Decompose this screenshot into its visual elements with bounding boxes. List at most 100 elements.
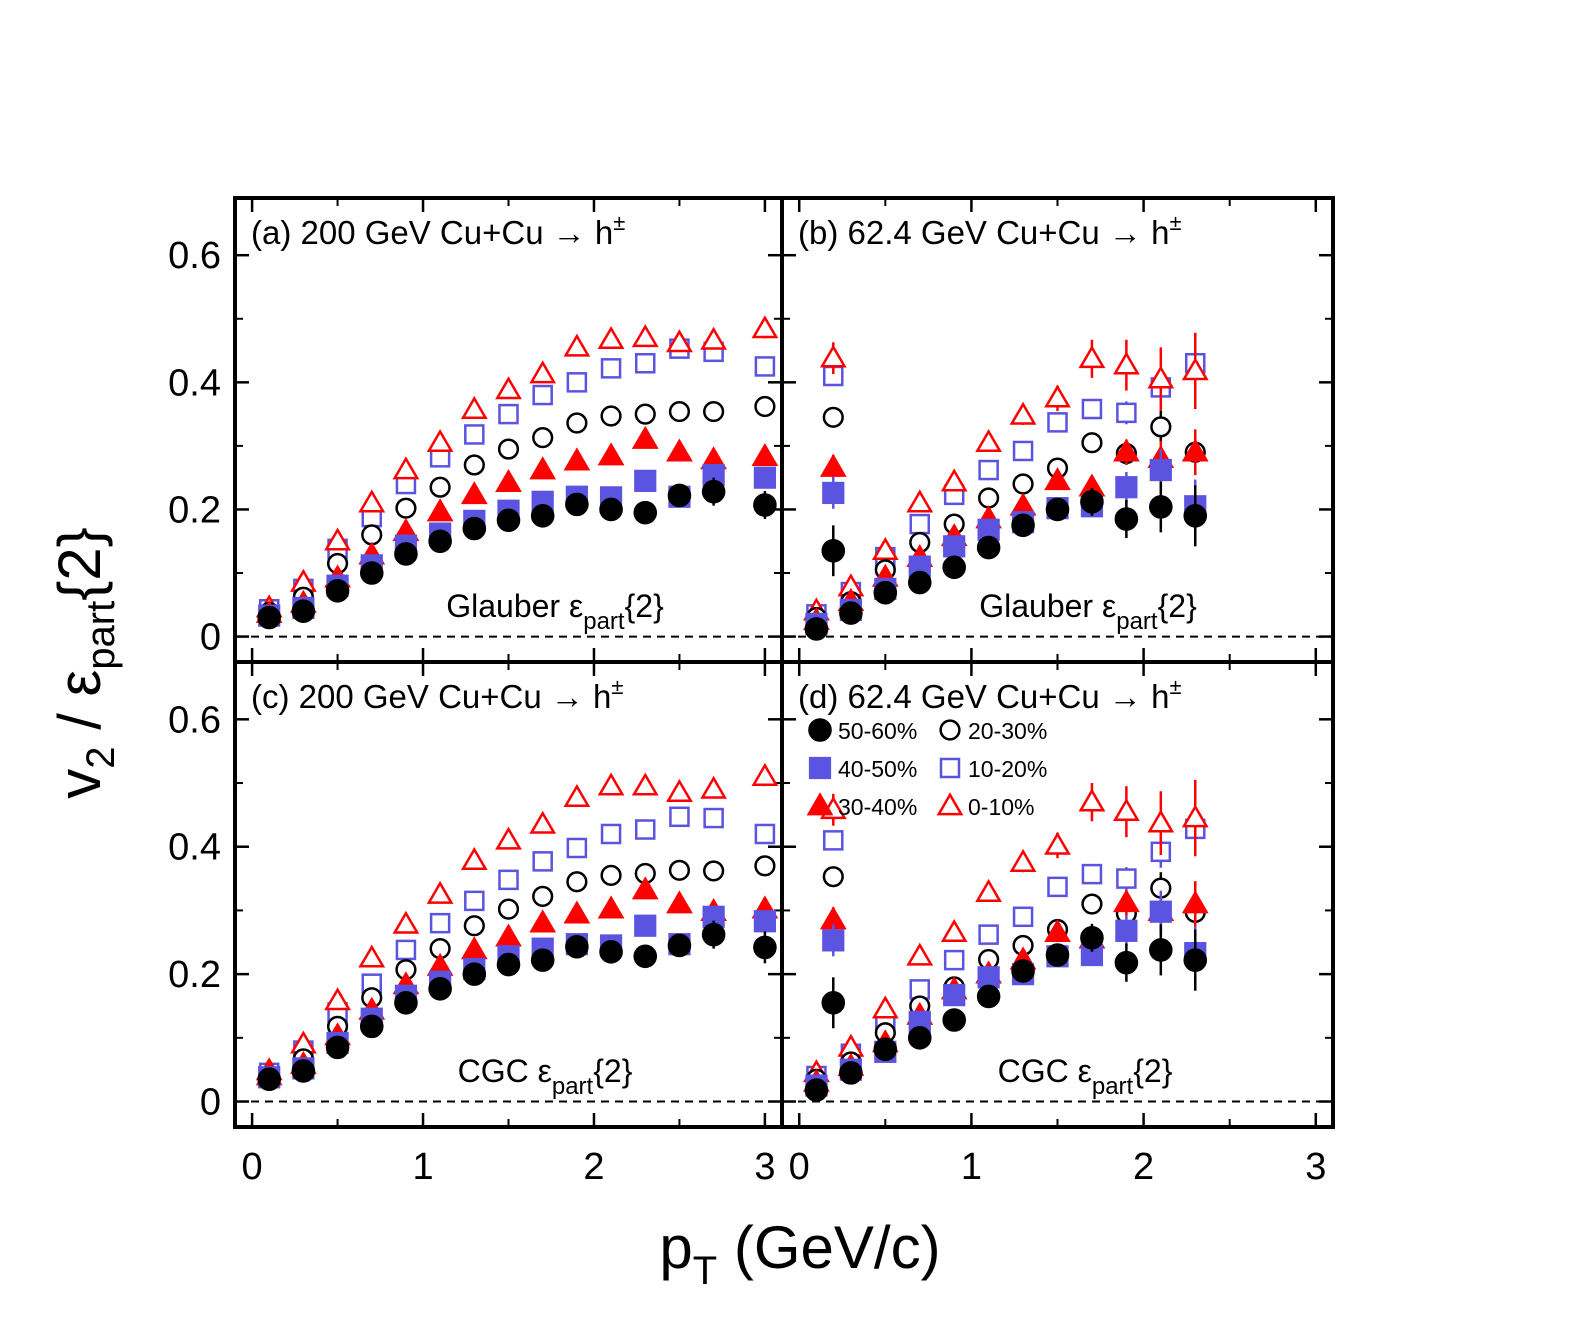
data-point [291, 599, 316, 623]
data-point [599, 497, 623, 522]
data-point [703, 807, 724, 829]
legend-marker [936, 792, 964, 816]
data-point [942, 1008, 966, 1032]
y-tick-label: 0 [200, 1082, 221, 1124]
data-point [822, 866, 844, 888]
data-point [942, 555, 966, 580]
data-point [703, 860, 725, 882]
data-point [700, 775, 727, 799]
data-point [822, 481, 845, 505]
data-point [907, 1026, 932, 1050]
legend-marker [939, 719, 961, 741]
data-point [358, 489, 386, 513]
series-50-60pct [804, 923, 1208, 1102]
data-point [1147, 809, 1175, 833]
data-point [597, 895, 625, 919]
data-point [804, 617, 829, 641]
data-point [497, 898, 520, 920]
data-point [460, 481, 488, 505]
data-point [532, 885, 554, 908]
data-point [257, 1067, 281, 1092]
data-point [940, 919, 968, 943]
data-point [839, 601, 863, 625]
data-point [563, 784, 591, 808]
data-point [839, 1061, 863, 1085]
data-point [291, 1059, 316, 1083]
data-point [532, 427, 554, 449]
data-point [1114, 507, 1139, 531]
data-point [428, 529, 452, 554]
data-point [822, 406, 844, 428]
model-label-sub: part [552, 1073, 594, 1100]
panel-title-text: (a) 200 GeV Cu+Cu → h [251, 214, 613, 251]
data-point [529, 810, 557, 834]
series-10-20pct [806, 806, 1206, 1087]
data-point [1012, 440, 1034, 462]
model-label-text: CGC ε [998, 1053, 1092, 1089]
legend-label: 50-60% [838, 718, 917, 744]
data-point [429, 912, 451, 934]
data-point [532, 851, 553, 872]
x-tick-label: 1 [961, 1146, 982, 1188]
data-point [666, 329, 693, 353]
data-point [819, 453, 847, 477]
legend-label: 0-10% [968, 794, 1034, 820]
data-point [1045, 943, 1070, 967]
data-point [873, 1037, 898, 1062]
y-tick-label: 0 [200, 617, 221, 659]
data-point [495, 469, 522, 493]
panel-a: (a) 200 GeV Cu+Cu → h± Glauber εpart{2} [235, 198, 847, 662]
y-tick-label: 0.2 [168, 954, 221, 996]
data-point [1149, 458, 1172, 482]
data-point [1078, 788, 1106, 812]
data-point [1150, 416, 1172, 438]
y-tick-label: 0.6 [168, 235, 221, 277]
data-point [906, 942, 934, 966]
y-axis-title: v2 / εpart{2} [46, 527, 123, 798]
data-point [975, 878, 1002, 902]
data-point [529, 909, 557, 933]
data-point [1113, 438, 1140, 462]
model-label: CGC εpart{2} [458, 1053, 633, 1100]
legend-label: 20-30% [968, 718, 1047, 744]
data-point [634, 403, 656, 425]
data-point [495, 923, 522, 947]
data-point [668, 400, 691, 423]
data-point [529, 360, 557, 384]
data-point [530, 504, 555, 528]
data-point [1149, 495, 1173, 519]
legend-marker [808, 756, 832, 780]
data-point [1149, 900, 1172, 923]
data-point [1149, 938, 1173, 962]
series-0-10pct [803, 779, 1209, 1083]
data-point [753, 466, 777, 489]
data-point [394, 990, 418, 1015]
panel-title-sup: ± [613, 210, 625, 235]
data-point [600, 358, 622, 379]
y-axis-title-v-sub: 2 [79, 746, 123, 768]
legend: 50-60% 20-30% 40-50% 10-20% 30-40% 0-10% [806, 718, 1047, 820]
data-point [1045, 497, 1070, 522]
data-point [978, 924, 999, 945]
data-point [754, 823, 776, 845]
data-point [1116, 868, 1137, 889]
data-point [1116, 402, 1137, 424]
data-point [464, 890, 485, 912]
data-point [392, 910, 420, 934]
data-point [530, 948, 555, 972]
data-point [597, 326, 625, 350]
data-point [395, 939, 417, 961]
data-point [426, 429, 454, 453]
data-point [359, 1014, 384, 1039]
data-point [1113, 351, 1140, 375]
y-axis-title-slash: / [46, 696, 113, 746]
legend-item: 40-50% [808, 756, 917, 782]
data-point [943, 949, 965, 971]
data-point [1047, 876, 1068, 898]
data-point [426, 498, 454, 522]
x-tick-label: 3 [1305, 1146, 1326, 1188]
data-point [701, 922, 726, 947]
series-50-60pct [257, 920, 846, 1092]
data-point [1114, 950, 1139, 975]
x-tick-label: 2 [583, 1146, 604, 1188]
